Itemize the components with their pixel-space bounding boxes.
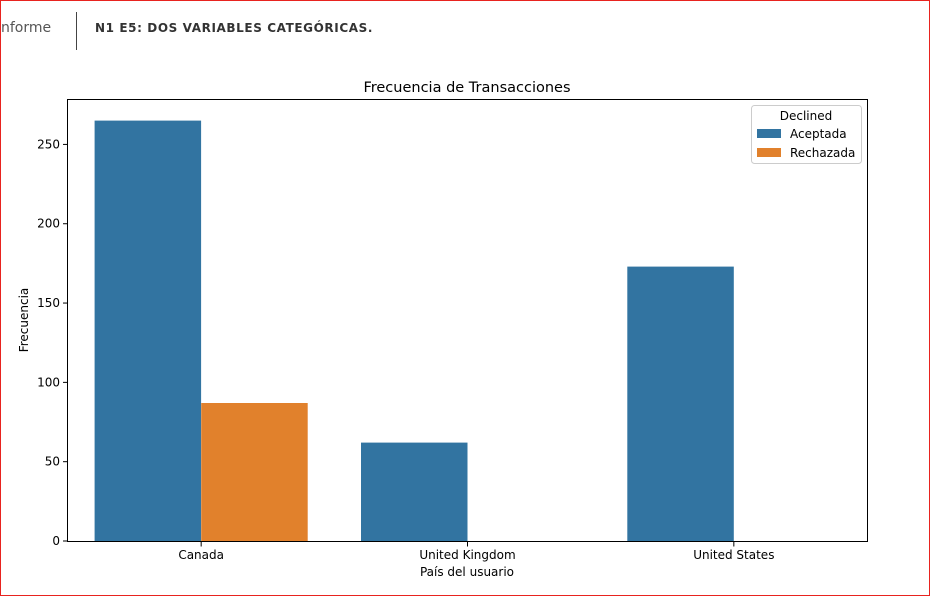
y-axis-label: Frecuencia	[17, 288, 31, 353]
plot-area-border	[67, 99, 868, 542]
bar-aceptada-united-kingdom	[361, 442, 468, 541]
y-tick-label: 100	[37, 375, 60, 389]
legend-title: Declined	[780, 109, 833, 123]
y-tick-label: 250	[37, 137, 60, 151]
ticks-layer: Canada United Kingdom United States 0 50 100 1…	[37, 137, 774, 562]
legend: Declined Aceptada Rechazada	[751, 105, 862, 164]
y-tick-label: 200	[37, 217, 60, 231]
legend-swatch-rechazada	[757, 148, 781, 157]
section-title: N1 E5: DOS VARIABLES CATEGÓRICAS.	[95, 21, 374, 35]
y-tick-label: 150	[37, 296, 60, 310]
x-axis-label: País del usuario	[420, 565, 514, 579]
legend-label-rechazada: Rechazada	[790, 146, 855, 160]
bar-rechazada-canada	[201, 403, 308, 541]
x-tick-label: Canada	[178, 548, 224, 562]
x-tick-label: United States	[693, 548, 774, 562]
chart-title: Frecuencia de Transacciones	[363, 80, 570, 96]
legend-label-aceptada: Aceptada	[790, 127, 847, 141]
x-tick-label: United Kingdom	[419, 548, 515, 562]
tab-informe[interactable]: nforme	[1, 20, 52, 36]
header-divider	[76, 12, 77, 50]
bar-aceptada-united-states	[627, 266, 734, 541]
y-tick-label: 0	[52, 534, 60, 548]
bar-aceptada-canada	[94, 120, 202, 541]
y-tick-label: 50	[45, 455, 60, 469]
bars-layer	[94, 120, 734, 541]
legend-swatch-aceptada	[757, 129, 781, 138]
